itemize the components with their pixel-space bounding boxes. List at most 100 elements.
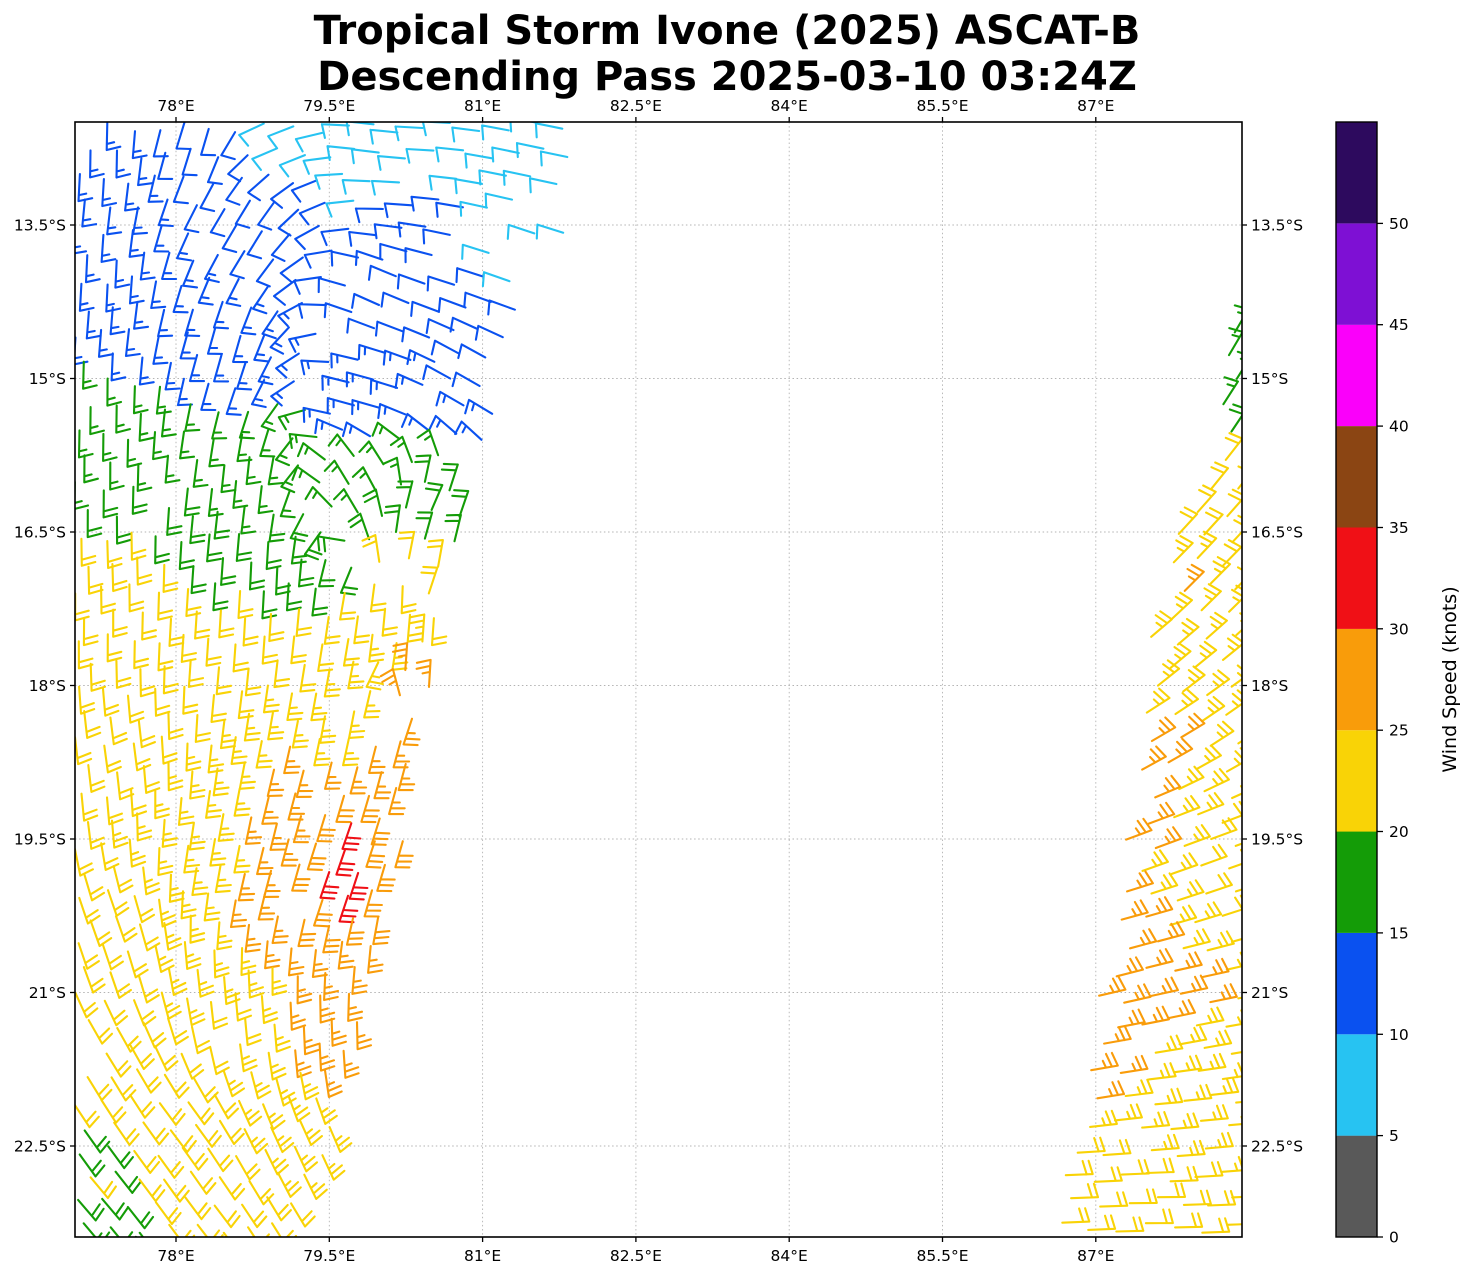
barb bbox=[1221, 633, 1242, 661]
colorbar-tick-label: 10 bbox=[1389, 1026, 1409, 1044]
barb bbox=[1196, 744, 1222, 770]
barb bbox=[304, 486, 333, 508]
barb bbox=[126, 438, 143, 468]
barb bbox=[262, 1103, 286, 1131]
barb bbox=[75, 592, 90, 622]
barb bbox=[206, 533, 223, 563]
y-tick-label-right: 15°S bbox=[1251, 370, 1288, 388]
barb bbox=[318, 559, 336, 588]
barb bbox=[106, 633, 123, 663]
barb bbox=[425, 318, 455, 335]
barb bbox=[268, 513, 286, 543]
barb bbox=[1154, 826, 1183, 850]
plot-border bbox=[74, 121, 1243, 1238]
barb bbox=[320, 123, 350, 139]
colorbar-segment-indigo bbox=[1336, 122, 1377, 224]
barb bbox=[246, 230, 263, 260]
x-tick-label-bottom: 84°E bbox=[771, 1247, 808, 1264]
barb bbox=[101, 1197, 129, 1221]
barb bbox=[395, 480, 414, 509]
barb bbox=[291, 863, 311, 892]
barb bbox=[248, 561, 266, 591]
barb bbox=[1234, 562, 1242, 591]
barb bbox=[133, 1149, 161, 1174]
barb bbox=[330, 352, 359, 369]
barb bbox=[133, 640, 150, 670]
barb bbox=[333, 488, 359, 514]
barb bbox=[218, 609, 235, 639]
barb bbox=[167, 967, 188, 996]
barb bbox=[384, 504, 401, 534]
barb bbox=[326, 145, 356, 162]
barb bbox=[297, 558, 315, 588]
barb bbox=[1221, 800, 1242, 824]
barb bbox=[376, 155, 406, 171]
barb bbox=[310, 692, 328, 722]
barb bbox=[400, 412, 430, 432]
barb bbox=[261, 635, 278, 665]
barb bbox=[1115, 1216, 1145, 1233]
barb bbox=[100, 233, 117, 263]
barb bbox=[287, 792, 306, 821]
barb bbox=[367, 944, 384, 974]
barb bbox=[351, 292, 381, 309]
barb bbox=[136, 812, 153, 842]
barb bbox=[208, 438, 225, 468]
barb bbox=[232, 480, 249, 509]
barb bbox=[481, 124, 510, 141]
barb bbox=[288, 433, 318, 450]
barb bbox=[379, 668, 401, 697]
barb bbox=[225, 387, 242, 416]
barb bbox=[414, 454, 432, 483]
barb bbox=[1183, 563, 1205, 592]
barb bbox=[1150, 610, 1173, 638]
barb bbox=[372, 916, 391, 946]
barb bbox=[313, 737, 331, 767]
barb bbox=[168, 873, 185, 903]
barb bbox=[421, 122, 451, 137]
barb bbox=[324, 761, 342, 790]
barb bbox=[1156, 659, 1181, 687]
barb bbox=[184, 1196, 212, 1221]
barb bbox=[1196, 530, 1218, 560]
barb bbox=[270, 1126, 295, 1154]
barb bbox=[369, 378, 399, 395]
barb bbox=[271, 915, 289, 945]
barb bbox=[102, 432, 118, 462]
barb bbox=[209, 1046, 230, 1076]
barb bbox=[426, 275, 456, 292]
barb bbox=[161, 818, 178, 848]
barb bbox=[295, 769, 314, 798]
barb bbox=[428, 174, 458, 191]
barb bbox=[362, 488, 384, 517]
barb bbox=[338, 894, 359, 924]
colorbar-segment-green bbox=[1336, 831, 1377, 933]
barb bbox=[116, 1027, 142, 1053]
barb bbox=[172, 175, 189, 205]
barb bbox=[162, 563, 179, 593]
barb bbox=[1194, 901, 1223, 924]
barb bbox=[509, 122, 538, 133]
barb bbox=[152, 431, 168, 461]
barb bbox=[106, 889, 130, 917]
barb bbox=[124, 182, 141, 212]
barb bbox=[157, 1154, 185, 1179]
barb bbox=[197, 276, 214, 306]
barb bbox=[1177, 506, 1199, 535]
barb bbox=[1090, 1051, 1119, 1072]
barb bbox=[351, 466, 377, 493]
barb bbox=[341, 822, 362, 851]
barb bbox=[267, 125, 295, 149]
barb bbox=[409, 613, 426, 643]
barb bbox=[1167, 737, 1194, 764]
barb bbox=[239, 1043, 258, 1073]
barb bbox=[294, 1049, 312, 1079]
barb bbox=[86, 1076, 113, 1102]
barb bbox=[1176, 1139, 1206, 1158]
barb bbox=[131, 485, 148, 515]
barb bbox=[361, 534, 381, 563]
barb bbox=[1231, 1195, 1242, 1199]
barb bbox=[138, 412, 155, 442]
barb bbox=[238, 761, 256, 790]
barb bbox=[162, 665, 179, 695]
